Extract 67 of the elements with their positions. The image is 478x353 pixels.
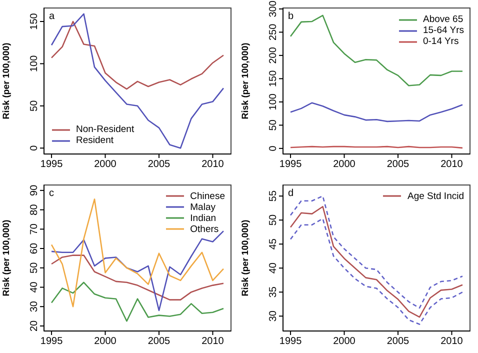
y-tick-label: 50	[29, 261, 40, 273]
x-tick-label: 1995	[279, 336, 302, 347]
x-tick-label: 1995	[40, 159, 64, 170]
annotation: b	[288, 11, 294, 22]
legend-label: Others	[190, 224, 219, 234]
line-series	[50, 198, 224, 307]
y-tick-label: 55	[268, 190, 279, 202]
legend-label: 15-64 Yrs	[422, 25, 464, 36]
x-tick-label: 2005	[148, 336, 171, 347]
line-series	[290, 217, 464, 324]
line-series	[290, 102, 464, 122]
y-tick-label: 35	[268, 286, 279, 298]
x-tick-label: 2005	[386, 159, 410, 170]
x-tick-label: 2005	[148, 159, 171, 170]
legend-label: 0-14 Yrs	[422, 36, 459, 47]
y-tick-label: 100	[29, 54, 40, 72]
legend-label: Indian	[190, 212, 216, 224]
y-tick-label: 45	[268, 238, 279, 250]
y-tick-label: 30	[268, 310, 279, 322]
y-tick-label: 40	[268, 262, 279, 274]
y-tick-label: 250	[268, 23, 279, 41]
y-tick-label: 300	[268, 0, 279, 18]
x-tick-label: 2000	[94, 159, 117, 170]
x-tick-label: 2000	[94, 336, 117, 347]
y-tick-label: 150	[29, 12, 40, 30]
y-axis-title: Risk (per 100,000)	[240, 219, 250, 296]
y-tick-label: 90	[29, 184, 40, 196]
y-tick-label: 70	[29, 222, 40, 234]
y-tick-label: 30	[29, 300, 40, 312]
y-tick-label: 50	[268, 214, 279, 226]
line-series	[50, 20, 224, 90]
x-tick-label: 1995	[279, 159, 302, 170]
legend-label: Malay	[190, 202, 216, 212]
x-tick-label: 1995	[40, 336, 64, 347]
y-tick-label: 0	[268, 145, 279, 152]
line-series	[50, 254, 224, 300]
y-tick-label: 50	[268, 119, 279, 131]
y-tick-label: 60	[29, 242, 40, 254]
x-tick-label: 2000	[333, 159, 356, 170]
y-axis-title: Risk (per 100,000)	[240, 42, 250, 120]
y-tick-label: 20	[29, 319, 40, 332]
y-tick-label: 80	[29, 203, 40, 215]
y-tick-label: 100	[268, 93, 279, 110]
legend-label: Age Std Incid	[407, 190, 464, 202]
legend-label: Above 65	[422, 14, 464, 25]
x-tick-label: 2010	[440, 336, 464, 347]
x-tick-label: 2010	[440, 159, 464, 170]
x-tick-label: 2010	[202, 336, 224, 347]
y-tick-label: 150	[268, 70, 279, 88]
legend-label: Non-Resident	[76, 124, 134, 135]
annotation: a	[49, 11, 55, 22]
line-series	[290, 205, 464, 318]
x-tick-label: 2005	[386, 336, 410, 347]
x-tick-label: 2000	[333, 336, 356, 347]
y-axis-title: Risk (per 100,000)	[1, 219, 12, 296]
y-tick-label: 50	[29, 100, 40, 112]
annotation: c	[49, 188, 54, 198]
line-series	[50, 13, 224, 149]
annotation: d	[288, 188, 294, 198]
y-tick-label: 0	[29, 144, 40, 151]
legend-label: Resident	[76, 135, 114, 146]
x-tick-label: 2010	[202, 159, 224, 170]
y-tick-label: 200	[268, 46, 279, 64]
legend-label: Chinese	[190, 190, 225, 202]
line-series	[50, 281, 224, 322]
y-tick-label: 40	[29, 280, 40, 292]
y-axis-title: Risk (per 100,000)	[1, 42, 12, 120]
